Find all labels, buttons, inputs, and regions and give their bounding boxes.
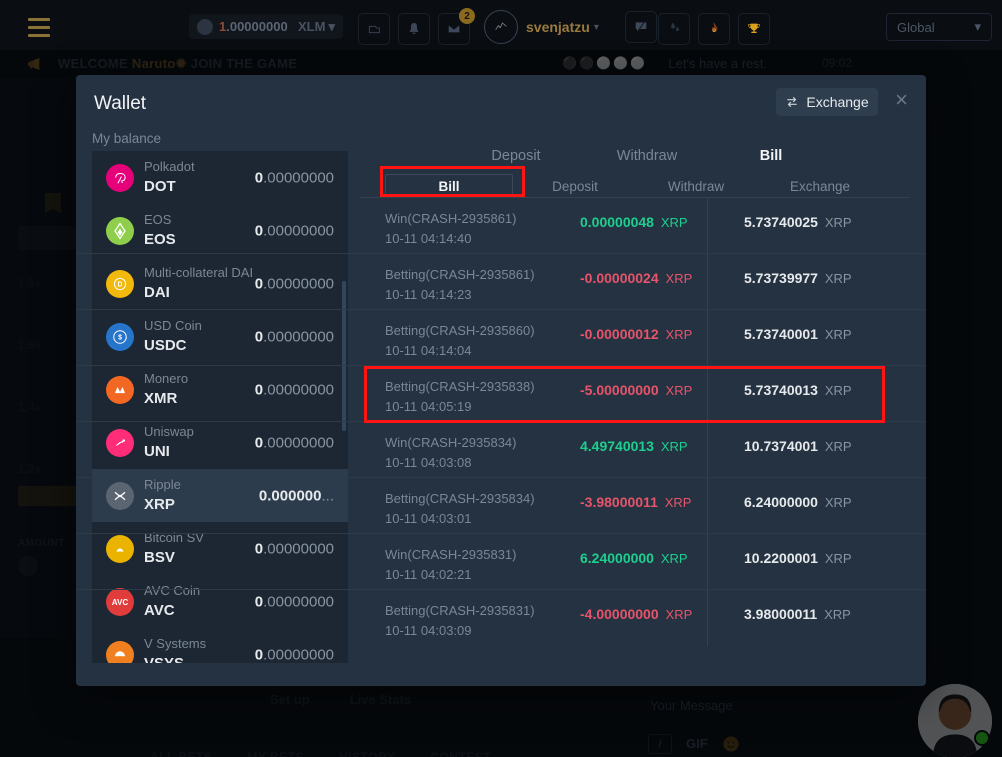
svg-text:B: B (713, 28, 715, 32)
